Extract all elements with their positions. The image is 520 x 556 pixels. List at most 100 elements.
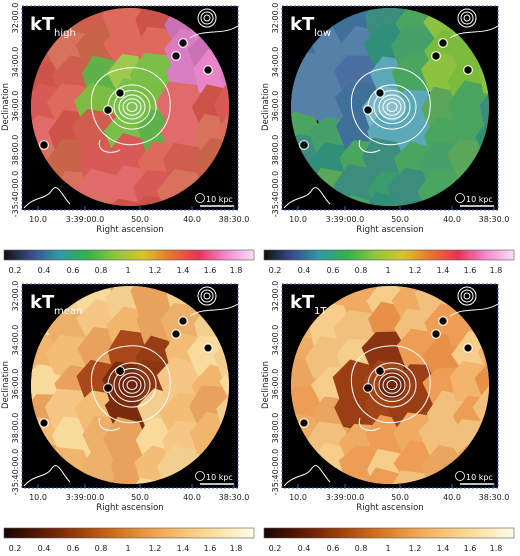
colorbar-tick-label: 1.2	[149, 544, 162, 553]
colorbar-tick-label: 0.6	[67, 266, 80, 275]
colorbar	[263, 249, 515, 261]
colorbar-tick-label: 1.6	[204, 266, 217, 275]
y-tick-label: 32:00.0	[271, 3, 280, 34]
colorbar-tick-label: 1.4	[177, 266, 190, 275]
y-tick-label: 32:00.0	[11, 3, 20, 34]
colorbar-tick-label: 0.2	[9, 266, 22, 275]
y-tick-label: -35:40:00.0	[11, 171, 20, 217]
y-tick-label: 38:00.0	[11, 413, 20, 444]
colorbar-tick-label: 1.4	[177, 544, 190, 553]
x-tick-label: 50.0	[391, 215, 409, 224]
surface-brightness-contours	[23, 8, 239, 209]
surface-brightness-contours	[23, 286, 239, 487]
panel-kt-high: kT high 10 kpc 10.0 3:39:00.0 50.0 40.0 38:30.0…	[0, 0, 260, 278]
panel-label: kT	[290, 14, 315, 35]
colorbar-tick-label: 1.6	[464, 544, 477, 553]
y-axis-label: Declination	[1, 83, 11, 131]
colorbar-tick-label: 1	[125, 544, 130, 553]
panel-kt-1t: kT 1T 10 kpc 10.0 3:39:00.0 50.0 40.0 38:30.0 Ri…	[260, 278, 520, 556]
y-axis-label: Declination	[261, 361, 271, 409]
panel-label-subscript: low	[314, 28, 331, 39]
y-tick-label: 34:00.0	[11, 325, 20, 356]
y-tick-label: 38:00.0	[271, 413, 280, 444]
x-tick-label: 40.0	[443, 493, 461, 502]
y-tick-label: 32:00.0	[11, 281, 20, 312]
colorbar-tick-label: 1.4	[437, 266, 450, 275]
colorbar-tick-label: 1.8	[490, 544, 503, 553]
colorbar-tick-label: 0.6	[327, 544, 340, 553]
surface-brightness-contours	[283, 286, 499, 487]
y-tick-label: 34:00.0	[271, 325, 280, 356]
panel-label-subscript: mean	[54, 306, 82, 317]
y-tick-label: 36:00.0	[271, 369, 280, 400]
panel-label: kT	[30, 292, 55, 313]
x-tick-label: 10.0	[289, 493, 307, 502]
temperature-map-kt-low: kT low 10 kpc 10.0 3:39:00.0 50.0 40.0 38:30.0 R…	[261, 3, 515, 275]
colorbar-tick-label: 0.6	[327, 266, 340, 275]
x-axis-label: Right ascension	[356, 225, 423, 235]
x-tick-label: 3:39:00.0	[66, 215, 104, 224]
colorbar-tick-label: 0.8	[95, 544, 108, 553]
scale-bar-label: 10 kpc	[206, 195, 233, 204]
y-tick-label: 38:00.0	[11, 135, 20, 166]
panel-label-subscript: 1T	[314, 306, 327, 317]
colorbar-tick-label: 1.2	[409, 266, 422, 275]
x-tick-label: 10.0	[29, 493, 47, 502]
y-tick-label: 36:00.0	[271, 91, 280, 122]
x-tick-label: 38:30.0	[479, 493, 510, 502]
colorbar-tick-label: 0.2	[269, 266, 282, 275]
colorbar	[3, 527, 255, 539]
colorbar-tick-label: 0.8	[355, 544, 368, 553]
colorbar-tick-label: 0.8	[95, 266, 108, 275]
colorbar-tick-label: 0.6	[67, 544, 80, 553]
colorbar-tick-label: 0.8	[355, 266, 368, 275]
colorbar-tick-label: 1.8	[230, 544, 243, 553]
x-tick-label: 50.0	[131, 215, 149, 224]
x-tick-label: 38:30.0	[479, 215, 510, 224]
scale-bar-label: 10 kpc	[466, 473, 493, 482]
x-tick-label: 3:39:00.0	[326, 493, 364, 502]
x-axis-label: Right ascension	[96, 503, 163, 513]
colorbar-tick-label: 1.8	[230, 266, 243, 275]
scale-bar-label: 10 kpc	[466, 195, 493, 204]
colorbar	[263, 527, 515, 539]
y-axis-label: Declination	[261, 83, 271, 131]
colorbar-tick-label: 1.4	[437, 544, 450, 553]
x-axis-label: Right ascension	[96, 225, 163, 235]
colorbar-tick-label: 0.4	[298, 266, 311, 275]
colorbar-tick-label: 0.2	[269, 544, 282, 553]
y-tick-label: -35:40:00.0	[271, 449, 280, 495]
y-tick-label: 34:00.0	[11, 47, 20, 78]
colorbar-tick-label: 1	[385, 544, 390, 553]
y-tick-label: 34:00.0	[271, 47, 280, 78]
colorbar-tick-label: 0.4	[298, 544, 311, 553]
colorbar-tick-label: 0.2	[9, 544, 22, 553]
y-tick-label: -35:40:00.0	[271, 171, 280, 217]
temperature-map-kt-high: kT high 10 kpc 10.0 3:39:00.0 50.0 40.0 38:30.0…	[1, 3, 255, 275]
y-axis-label: Declination	[1, 361, 11, 409]
colorbar-tick-label: 1.8	[490, 266, 503, 275]
y-tick-label: 36:00.0	[11, 91, 20, 122]
temperature-map-kt-1t: kT 1T 10 kpc 10.0 3:39:00.0 50.0 40.0 38:30.0 Ri…	[261, 281, 515, 553]
panel-kt-mean: kT mean 10 kpc 10.0 3:39:00.0 50.0 40.0 38:30.0…	[0, 278, 260, 556]
x-tick-label: 38:30.0	[219, 493, 250, 502]
colorbar-tick-label: 0.4	[38, 544, 51, 553]
y-tick-label: -35:40:00.0	[11, 449, 20, 495]
colorbar-tick-label: 1	[125, 266, 130, 275]
colorbar-tick-label: 1.6	[204, 544, 217, 553]
x-tick-label: 50.0	[131, 493, 149, 502]
x-tick-label: 38:30.0	[219, 215, 250, 224]
y-tick-label: 38:00.0	[271, 135, 280, 166]
x-tick-label: 3:39:00.0	[66, 493, 104, 502]
colorbar-tick-label: 1	[385, 266, 390, 275]
x-tick-label: 40.0	[183, 493, 201, 502]
panel-kt-low: kT low 10 kpc 10.0 3:39:00.0 50.0 40.0 38:30.0 R…	[260, 0, 520, 278]
colorbar	[3, 249, 255, 261]
x-tick-label: 40.0	[443, 215, 461, 224]
panel-label-subscript: high	[54, 28, 76, 39]
scale-bar-label: 10 kpc	[206, 473, 233, 482]
x-tick-label: 50.0	[391, 493, 409, 502]
x-tick-label: 40.0	[183, 215, 201, 224]
y-tick-label: 36:00.0	[11, 369, 20, 400]
temperature-map-kt-mean: kT mean 10 kpc 10.0 3:39:00.0 50.0 40.0 38:30.0…	[1, 281, 255, 553]
